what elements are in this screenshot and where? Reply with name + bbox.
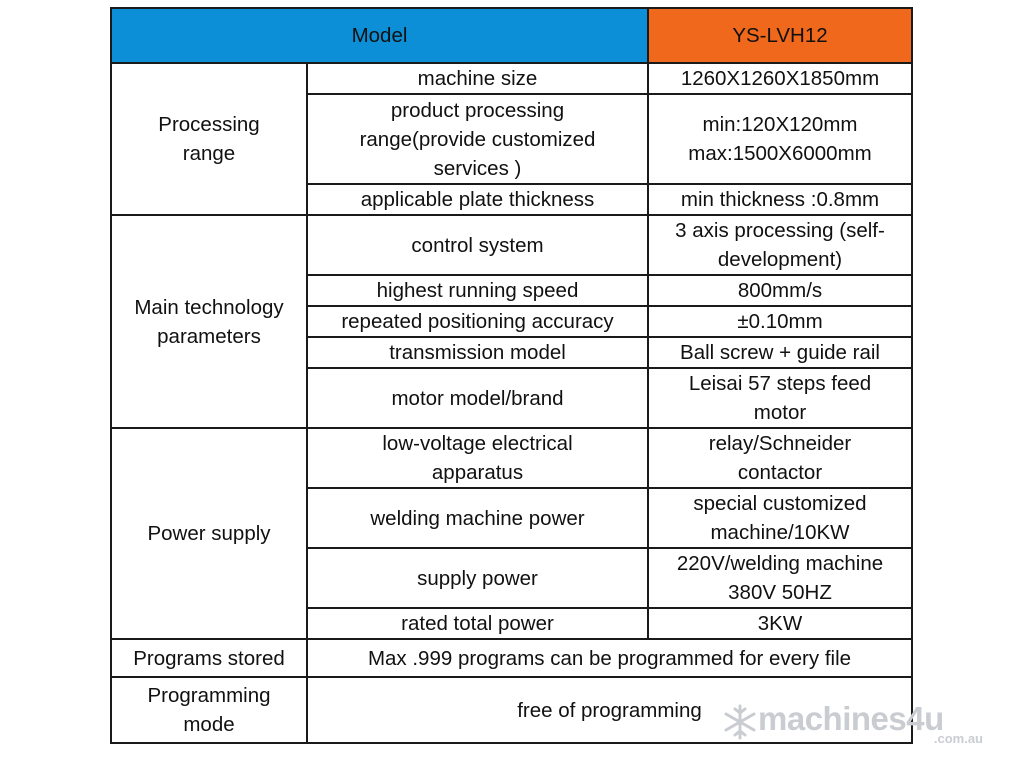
- value-cell: min:120X120mm max:1500X6000mm: [647, 93, 913, 185]
- programs-stored-label: Programs stored: [110, 638, 308, 678]
- table-row: applicable plate thickness min thickness…: [111, 183, 913, 216]
- value-cell: Ball screw + guide rail: [647, 336, 913, 369]
- programming-mode-value: free of programming: [306, 676, 913, 744]
- param-cell: applicable plate thickness: [306, 183, 649, 216]
- param-cell: motor model/brand: [306, 367, 649, 429]
- table-row: Programming mode free of programming: [110, 676, 913, 744]
- param-cell: repeated positioning accuracy: [306, 305, 649, 338]
- value-cell: 3KW: [647, 607, 913, 640]
- model-value: YS-LVH12: [647, 7, 913, 64]
- table-row: Processing range machine size 1260X1260X…: [110, 62, 913, 216]
- value-cell: Leisai 57 steps feed motor: [647, 367, 913, 429]
- param-cell: low-voltage electrical apparatus: [306, 427, 649, 489]
- param-cell: welding machine power: [306, 487, 649, 549]
- table-row: repeated positioning accuracy ±0.10mm: [111, 305, 913, 338]
- value-cell: 1260X1260X1850mm: [647, 62, 913, 95]
- param-cell: transmission model: [306, 336, 649, 369]
- table-row: product processing range(provide customi…: [111, 93, 913, 185]
- table-row: supply power 220V/welding machine 380V 5…: [111, 547, 913, 609]
- value-cell: relay/Schneider contactor: [647, 427, 913, 489]
- param-cell: control system: [306, 214, 649, 276]
- param-cell: rated total power: [306, 607, 649, 640]
- group-label-power: Power supply: [110, 427, 308, 640]
- value-cell: 800mm/s: [647, 274, 913, 307]
- programs-stored-value: Max .999 programs can be programmed for …: [306, 638, 913, 678]
- table-row: highest running speed 800mm/s: [111, 274, 913, 307]
- value-cell: special customized machine/10KW: [647, 487, 913, 549]
- watermark-logo: machines4u .com.au: [720, 700, 995, 748]
- param-cell: supply power: [306, 547, 649, 609]
- table-row: welding machine power special customized…: [111, 487, 913, 549]
- value-cell: 220V/welding machine 380V 50HZ: [647, 547, 913, 609]
- table-row: transmission model Ball screw + guide ra…: [111, 336, 913, 369]
- group-label-processing: Processing range: [110, 62, 308, 216]
- watermark-brand: machines4u: [758, 700, 944, 737]
- table-row: Main technology parameters control syste…: [110, 214, 913, 429]
- param-cell: product processing range(provide customi…: [306, 93, 649, 185]
- header-row: Model YS-LVH12: [110, 7, 913, 64]
- table-row: rated total power 3KW: [111, 607, 913, 640]
- table-row: Power supply low-voltage electrical appa…: [110, 427, 913, 640]
- value-cell: ±0.10mm: [647, 305, 913, 338]
- param-cell: highest running speed: [306, 274, 649, 307]
- group-label-technology: Main technology parameters: [110, 214, 308, 429]
- param-cell: machine size: [306, 62, 649, 95]
- value-cell: min thickness :0.8mm: [647, 183, 913, 216]
- value-cell: 3 axis processing (self-development): [647, 214, 913, 276]
- watermark-domain: .com.au: [933, 731, 983, 746]
- programming-mode-label: Programming mode: [110, 676, 308, 744]
- model-header: Model: [110, 7, 649, 64]
- spec-table: Model YS-LVH12 Processing range machine …: [110, 7, 913, 744]
- table-row: motor model/brand Leisai 57 steps feed m…: [111, 367, 913, 429]
- snowflake-icon: [724, 704, 756, 740]
- table-row: Programs stored Max .999 programs can be…: [110, 638, 913, 678]
